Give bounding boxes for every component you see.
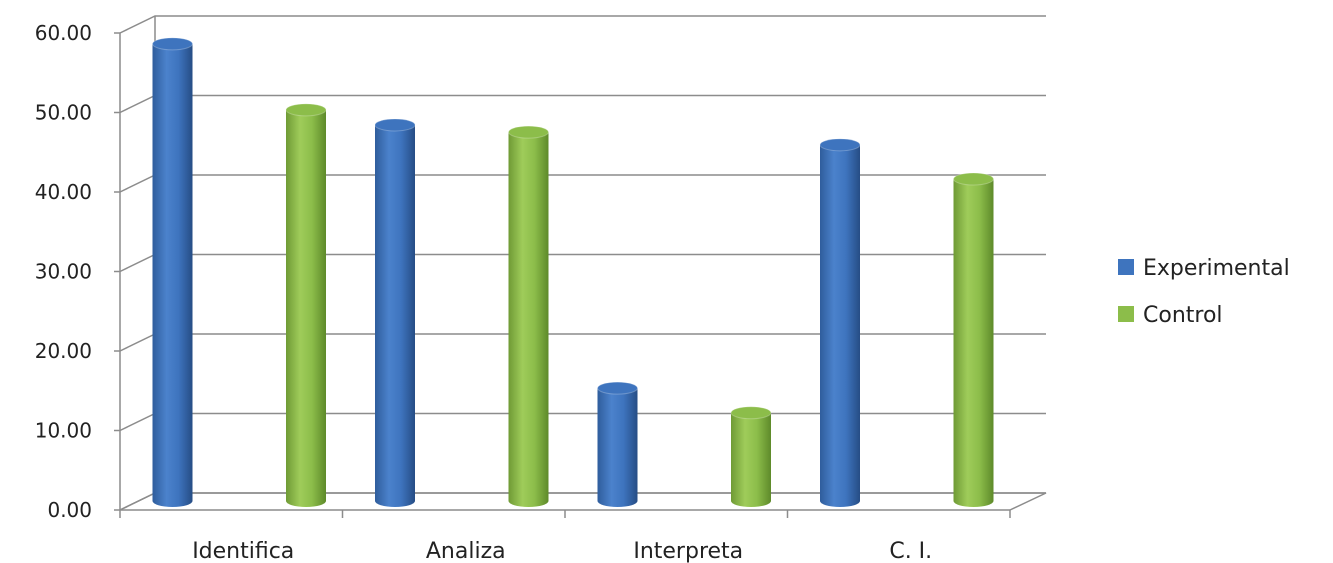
bar-body [820,144,860,507]
legend-label: Control [1143,303,1223,328]
y-tick-label: 10.00 [35,419,92,443]
legend-label: Experimental [1143,256,1290,281]
y-tick-label: 20.00 [35,339,92,363]
bar-body [152,43,193,507]
bar-top [152,37,193,51]
bar-top [819,138,861,152]
y-axis: 0.00 10.00 20.00 30.00 40.00 50.00 60.00 [35,21,121,522]
y-tick-label: 30.00 [35,260,92,284]
chart-walls [119,16,1047,511]
gridline [119,174,1046,193]
bar-body [286,109,326,508]
bars [152,37,994,508]
floor-edge [119,492,1047,511]
gridlines [119,15,1046,511]
legend-swatch [1118,259,1134,275]
bar-top [730,406,772,420]
bar [730,406,772,507]
bar-top [374,118,416,132]
bar [597,381,638,507]
y-tick-label: 50.00 [35,101,92,125]
bar-body [953,179,994,507]
gridline [119,94,1046,114]
y-tick-label: 40.00 [35,180,92,204]
bar [508,125,549,507]
bar-body [731,412,771,507]
bar [374,118,416,507]
bar-top [508,125,549,139]
bar-body [597,388,638,507]
gridline [119,412,1046,432]
x-axis: Identifica Analiza Interpreta C. I. [119,509,1011,563]
bar-body [375,124,415,507]
gridline [119,492,1046,511]
legend-swatch [1118,306,1134,322]
legend: Experimental Control [1118,256,1290,328]
y-tick-label: 0.00 [47,498,92,522]
bar-top [285,103,327,117]
y-tick-label: 60.00 [35,21,92,45]
gridline [119,333,1046,352]
x-tick-label: Identifica [192,539,294,563]
gridline [119,253,1046,273]
bar-top [597,381,638,395]
bar-body [508,132,549,507]
bar [152,37,193,507]
gridline [119,15,1046,34]
bar [285,103,327,508]
x-tick-label: Analiza [426,539,506,563]
x-tick-label: Interpreta [633,539,743,563]
bar-top [953,172,994,186]
bar [819,138,861,507]
bar [953,172,994,507]
x-tick-label: C. I. [889,539,932,563]
